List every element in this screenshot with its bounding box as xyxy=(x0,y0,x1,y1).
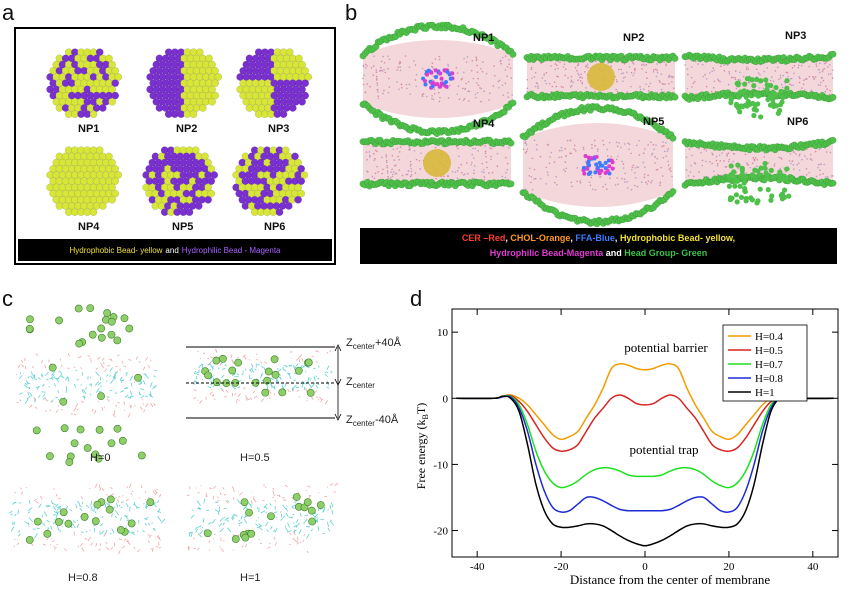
legend-entry: H=0.8 xyxy=(755,373,783,385)
z-mid-label: Zcenter xyxy=(346,376,375,391)
c-label-h05: H=0.5 xyxy=(240,452,270,464)
legend-b-item: FFA-Blue xyxy=(575,233,615,243)
legend-entry: H=0.4 xyxy=(755,331,783,343)
x-tick-label: 0 xyxy=(642,561,648,573)
c-label-h0: H=0 xyxy=(90,452,111,464)
c-label-h08: H=0.8 xyxy=(68,572,98,584)
legend-hydrophobic: Hydrophobic Bead- yellow xyxy=(69,245,163,255)
legend-b-item: CHOL-Orange xyxy=(510,233,571,243)
np3-sphere xyxy=(234,43,313,126)
legend-and: and xyxy=(165,245,179,255)
np4-label: NP4 xyxy=(78,221,100,233)
c-label-h1: H=1 xyxy=(240,572,261,584)
x-tick-label: -40 xyxy=(470,561,485,573)
np1-label: NP1 xyxy=(78,123,100,135)
z-top-label: Zcenter+40Å xyxy=(346,337,401,352)
legend-b-item: , xyxy=(570,233,576,243)
x-tick-label: -20 xyxy=(554,561,569,573)
annotation-potential-barrier: potential barrier xyxy=(624,340,708,355)
panel-letter-b: b xyxy=(345,0,358,25)
b-np2-label: NP2 xyxy=(623,32,645,44)
b-np3-label: NP3 xyxy=(785,30,807,42)
np4-sphere xyxy=(44,141,123,224)
legend-b-line2: Hydrophilic Bead-Magenta and Head Group-… xyxy=(360,246,837,261)
panel-b-legend: CER –Red, CHOL-Orange, FFA-Blue, Hydroph… xyxy=(360,228,837,264)
panel-c-snapshots xyxy=(8,304,342,555)
legend-b-item: , xyxy=(505,233,511,243)
np1-sphere xyxy=(44,43,123,126)
np3-label: NP3 xyxy=(268,123,290,135)
series-line-H=0.4 xyxy=(456,363,834,441)
np2-sphere xyxy=(144,43,223,126)
panel-a-legend: Hydrophobic Bead- yellow and Hydrophilic… xyxy=(18,239,332,261)
legend-b-item: , xyxy=(614,233,620,243)
y-axis-label: Free energy (kBT) xyxy=(414,403,430,489)
panel-letter-a: a xyxy=(2,0,15,25)
legend-b-line1: CER –Red, CHOL-Orange, FFA-Blue, Hydroph… xyxy=(360,231,837,246)
legend-entry: H=0.5 xyxy=(755,345,783,357)
np6-label: NP6 xyxy=(264,221,286,233)
x-tick-label: 20 xyxy=(723,561,735,573)
membrane-snapshots xyxy=(359,20,837,228)
legend-b-item: Hydrophobic Bead- yellow, xyxy=(619,233,736,243)
z-bot-label: Zcenter-40Å xyxy=(346,414,399,429)
np5-label: NP5 xyxy=(172,221,194,233)
series-line-H=1 xyxy=(456,395,834,547)
legend-entry: H=1 xyxy=(755,387,775,399)
legend-b-item: Hydrophilic Bead-Magenta xyxy=(489,248,604,258)
panel-letter-c: c xyxy=(2,286,13,311)
y-tick-label: -20 xyxy=(433,526,448,538)
panel-b-frame: NP1 NP2 NP3 NP4 NP5 NP6 xyxy=(355,20,837,262)
np6-sphere xyxy=(230,141,309,224)
b-np6-label: NP6 xyxy=(787,116,809,128)
y-tick-label: 10 xyxy=(437,327,449,339)
b-np4-label: NP4 xyxy=(473,118,495,130)
y-tick-label: -10 xyxy=(433,459,448,471)
legend-hydrophilic: Hydrophilic Bead - Magenta xyxy=(181,245,281,255)
np5-sphere xyxy=(140,141,219,224)
x-axis-label: Distance from the center of membrane xyxy=(570,572,771,587)
series-line-H=0.8 xyxy=(456,395,834,513)
np2-label: NP2 xyxy=(176,123,198,135)
b-np5-label: NP5 xyxy=(643,116,665,128)
free-energy-chart: -40 -20 0 20 40 -20 -10 0 10 H=0.4 H=0.5 H=0.7 H=0.8… xyxy=(414,308,839,587)
y-tick-label: 0 xyxy=(443,393,449,405)
legend-entry: H=0.7 xyxy=(755,359,783,371)
legend-b-item: CER –Red xyxy=(461,233,506,243)
x-tick-label: 40 xyxy=(807,561,819,573)
series-line-H=0.5 xyxy=(456,394,834,453)
panel-letter-d: d xyxy=(410,286,423,311)
legend-b-item: and xyxy=(603,248,625,258)
annotation-potential-trap: potential trap xyxy=(630,442,699,457)
b-np1-label: NP1 xyxy=(473,32,495,44)
series-line-H=0.7 xyxy=(456,394,834,489)
panel-a-frame: NP1 NP2 NP3 NP4 NP5 NP6 Hydrophobic Bead… xyxy=(14,27,336,265)
chart-legend xyxy=(722,324,808,402)
legend-b-item: Head Group- Green xyxy=(624,248,708,258)
